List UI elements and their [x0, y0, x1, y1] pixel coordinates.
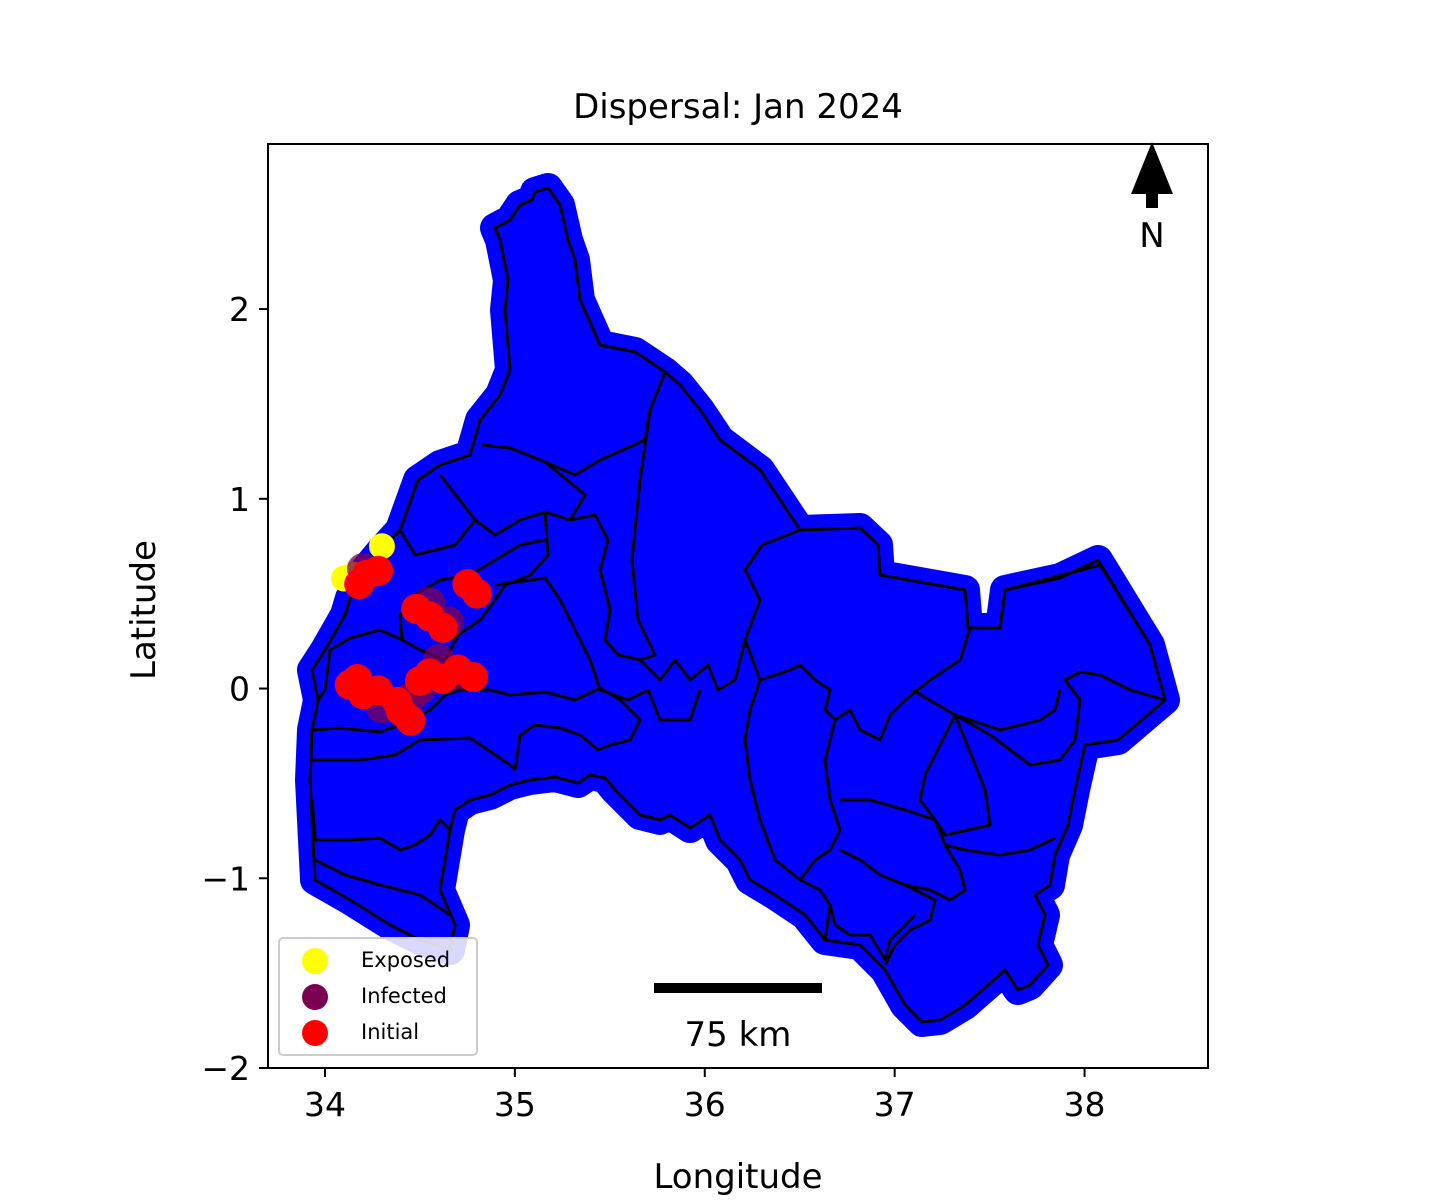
x-axis-ticks: 34 35 36 37 38: [304, 1068, 1106, 1124]
north-arrow-icon: [1131, 142, 1173, 194]
legend-label-initial: Initial: [361, 1020, 419, 1044]
initial-point: [404, 665, 435, 696]
legend-item-initial: Initial: [302, 1020, 419, 1046]
north-arrow-shaft: [1146, 190, 1158, 208]
y-axis-label: Latitude: [124, 540, 164, 680]
x-tick-label: 38: [1064, 1085, 1106, 1124]
legend-item-infected: Infected: [302, 984, 447, 1010]
north-arrow: N: [1131, 142, 1173, 256]
legend-marker-infected: [302, 984, 328, 1010]
chart-title: Dispersal: Jan 2024: [573, 87, 903, 127]
initial-points: [334, 555, 492, 736]
exposed-point: [368, 533, 395, 560]
initial-point: [427, 612, 458, 643]
x-tick-label: 35: [494, 1085, 536, 1124]
legend-box: [278, 937, 478, 1056]
y-tick-label: 2: [229, 290, 250, 329]
y-tick-label: 0: [229, 670, 250, 709]
north-arrow-label: N: [1139, 216, 1164, 256]
y-axis-ticks: 2 1 0 −1 −2: [201, 290, 268, 1088]
x-tick-label: 36: [684, 1085, 726, 1124]
map-layer: [295, 173, 1180, 1037]
legend-label-exposed: Exposed: [361, 948, 450, 972]
legend-marker-initial: [302, 1020, 328, 1046]
axes-frame: [267, 143, 1209, 1069]
legend-marker-exposed: [302, 948, 328, 974]
x-axis-label: Longitude: [653, 1157, 822, 1197]
initial-point: [382, 686, 413, 717]
scale-bar: 75 km: [654, 983, 822, 1055]
initial-point: [401, 593, 432, 624]
scale-bar-line: [654, 983, 822, 993]
initial-point: [344, 569, 375, 600]
initial-point: [342, 664, 373, 695]
legend: Exposed Infected Initial: [278, 937, 478, 1056]
legend-item-exposed: Exposed: [302, 948, 450, 974]
y-tick-label: 1: [229, 480, 250, 519]
x-tick-label: 37: [874, 1085, 916, 1124]
y-tick-label: −1: [201, 859, 250, 898]
initial-point: [458, 662, 489, 693]
scale-bar-label: 75 km: [685, 1015, 792, 1055]
initial-point: [461, 578, 492, 609]
legend-label-infected: Infected: [361, 984, 447, 1008]
x-tick-label: 34: [304, 1085, 346, 1124]
y-tick-label: −2: [201, 1049, 250, 1088]
district-boundaries: [308, 186, 1167, 1024]
